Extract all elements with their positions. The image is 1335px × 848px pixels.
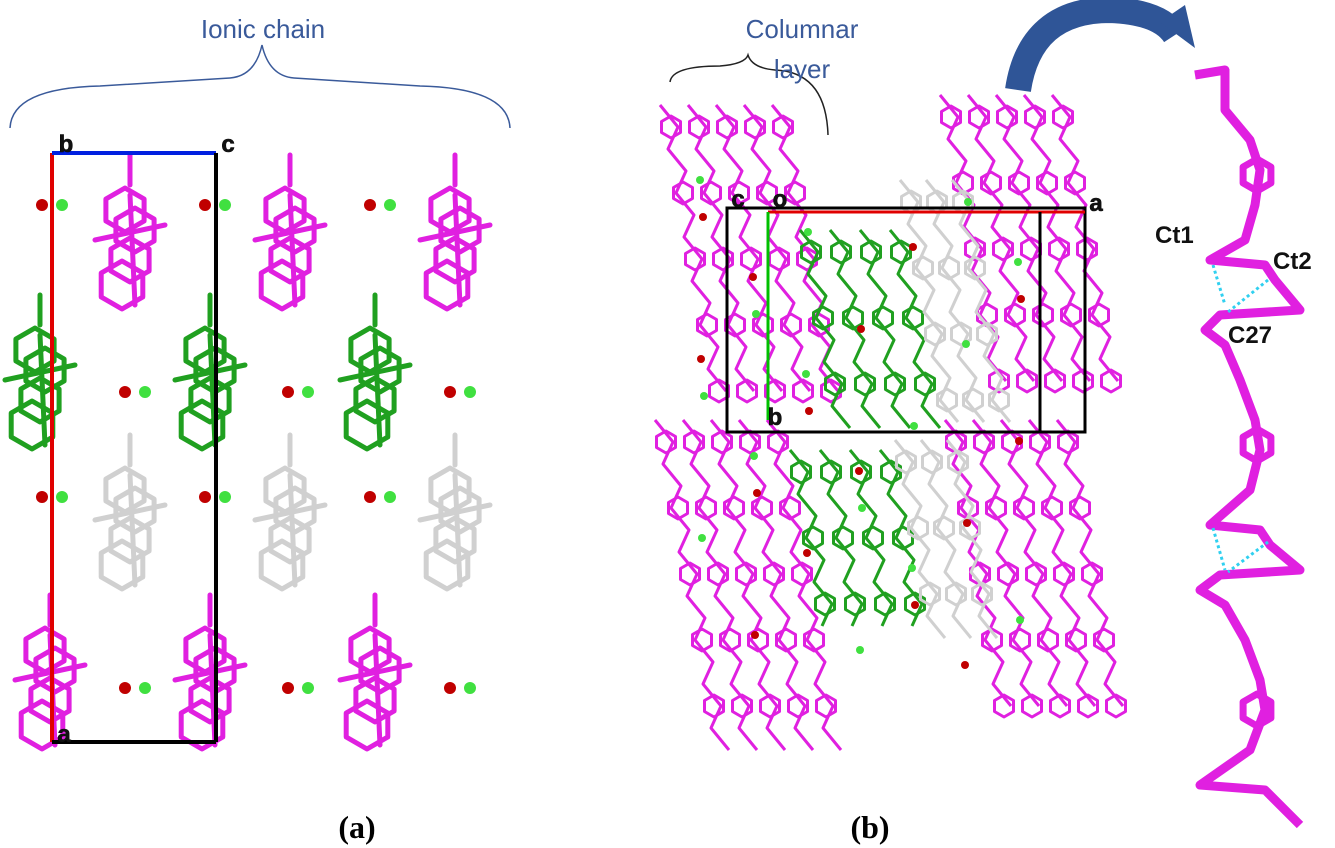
ion: [36, 199, 48, 211]
bracket: [10, 45, 510, 128]
ion: [696, 176, 704, 184]
ion: [749, 273, 757, 281]
ion: [444, 682, 456, 694]
ion: [908, 564, 916, 572]
bond: [375, 335, 380, 445]
ion: [700, 392, 708, 400]
ion: [751, 631, 759, 639]
ion: [753, 489, 761, 497]
caption: (b): [850, 809, 889, 845]
contact: [1228, 280, 1268, 312]
ion: [911, 601, 919, 609]
ion: [857, 325, 865, 333]
ion: [858, 504, 866, 512]
ion: [56, 199, 68, 211]
contact: [1213, 265, 1225, 305]
ion: [119, 682, 131, 694]
molecules: [5, 70, 1300, 825]
ion: [219, 199, 231, 211]
ion: [56, 491, 68, 503]
ion: [1017, 295, 1025, 303]
ion: [750, 452, 758, 460]
bond: [40, 335, 45, 445]
ion: [302, 682, 314, 694]
bond: [455, 195, 460, 305]
ion: [805, 407, 813, 415]
ion: [364, 199, 376, 211]
ion: [1016, 616, 1024, 624]
bond: [130, 475, 135, 585]
contact: [1213, 528, 1225, 570]
ion: [962, 340, 970, 348]
ion: [464, 682, 476, 694]
axis-label: a: [1089, 190, 1103, 217]
atom-label: Ct2: [1273, 248, 1312, 275]
ion: [464, 386, 476, 398]
chain: [952, 180, 1010, 422]
bond: [290, 475, 295, 585]
label: layer: [774, 54, 831, 84]
axis-label: b: [59, 131, 74, 158]
ion: [910, 422, 918, 430]
ion: [963, 519, 971, 527]
ion: [1014, 258, 1022, 266]
ion: [384, 199, 396, 211]
ion: [119, 386, 131, 398]
ion: [804, 228, 812, 236]
ion: [364, 491, 376, 503]
ion: [219, 491, 231, 503]
ion: [802, 370, 810, 378]
axis-label: c: [221, 131, 234, 158]
bond: [455, 475, 460, 585]
axis-label: a: [57, 721, 71, 748]
ion: [1015, 437, 1023, 445]
ion: [199, 199, 211, 211]
ion: [302, 386, 314, 398]
ion: [697, 355, 705, 363]
caption: (a): [338, 809, 375, 845]
ion: [282, 386, 294, 398]
ion: [282, 682, 294, 694]
ion: [856, 646, 864, 654]
atom-label: Ct1: [1155, 222, 1194, 249]
figure: Ionic chain Columnar layer b c a c o a b…: [0, 0, 1335, 848]
label: Ionic chain: [201, 14, 325, 44]
ion: [139, 386, 151, 398]
axis-label: c: [731, 186, 744, 213]
ion: [384, 491, 396, 503]
ion: [964, 198, 972, 206]
ion: [961, 661, 969, 669]
atom-label: C27: [1228, 322, 1272, 349]
bond: [290, 195, 295, 305]
label: Columnar: [746, 14, 859, 44]
ion: [909, 243, 917, 251]
ion: [803, 549, 811, 557]
ion: [199, 491, 211, 503]
ion: [699, 213, 707, 221]
bond: [375, 635, 380, 745]
axis-label: o: [773, 186, 788, 213]
contact: [1228, 542, 1268, 572]
chain: [900, 180, 958, 422]
ion: [139, 682, 151, 694]
ion: [752, 310, 760, 318]
arrow: [1018, 10, 1175, 90]
ion: [698, 534, 706, 542]
axis-label: b: [768, 404, 783, 431]
ion: [36, 491, 48, 503]
bond: [130, 195, 135, 305]
ion: [855, 467, 863, 475]
ion: [444, 386, 456, 398]
